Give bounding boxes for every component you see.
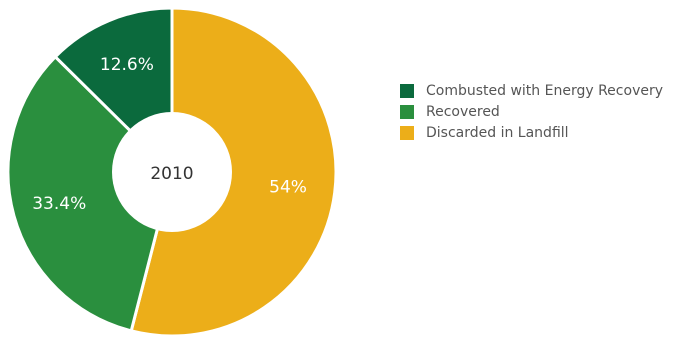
chart-legend: Combusted with Energy Recovery Recovered…: [400, 80, 663, 143]
donut-chart: 54% 33.4% 12.6% 2010: [6, 6, 338, 337]
slice-landfill[interactable]: [129, 6, 338, 337]
legend-item-combusted[interactable]: Combusted with Energy Recovery: [400, 80, 663, 101]
legend-label-recovered: Recovered: [426, 103, 500, 120]
donut-hole: [112, 112, 232, 232]
legend-item-recovered[interactable]: Recovered: [400, 101, 663, 122]
slice-labels-group: 54% 33.4% 12.6%: [32, 55, 307, 214]
slice-label-landfill: 54%: [269, 178, 307, 198]
legend-label-landfill: Discarded in Landfill: [426, 124, 569, 141]
legend-swatch-recovered: [400, 104, 414, 119]
legend-swatch-combusted: [400, 83, 414, 98]
center-year-label: 2010: [150, 164, 193, 184]
legend-label-combusted: Combusted with Energy Recovery: [426, 82, 664, 99]
legend-item-landfill[interactable]: Discarded in Landfill: [400, 122, 663, 143]
slice-recovered[interactable]: [6, 55, 174, 333]
slice-label-recovered: 33.4%: [32, 194, 86, 214]
legend-swatch-landfill: [400, 125, 414, 140]
slice-label-combusted: 12.6%: [100, 55, 154, 75]
